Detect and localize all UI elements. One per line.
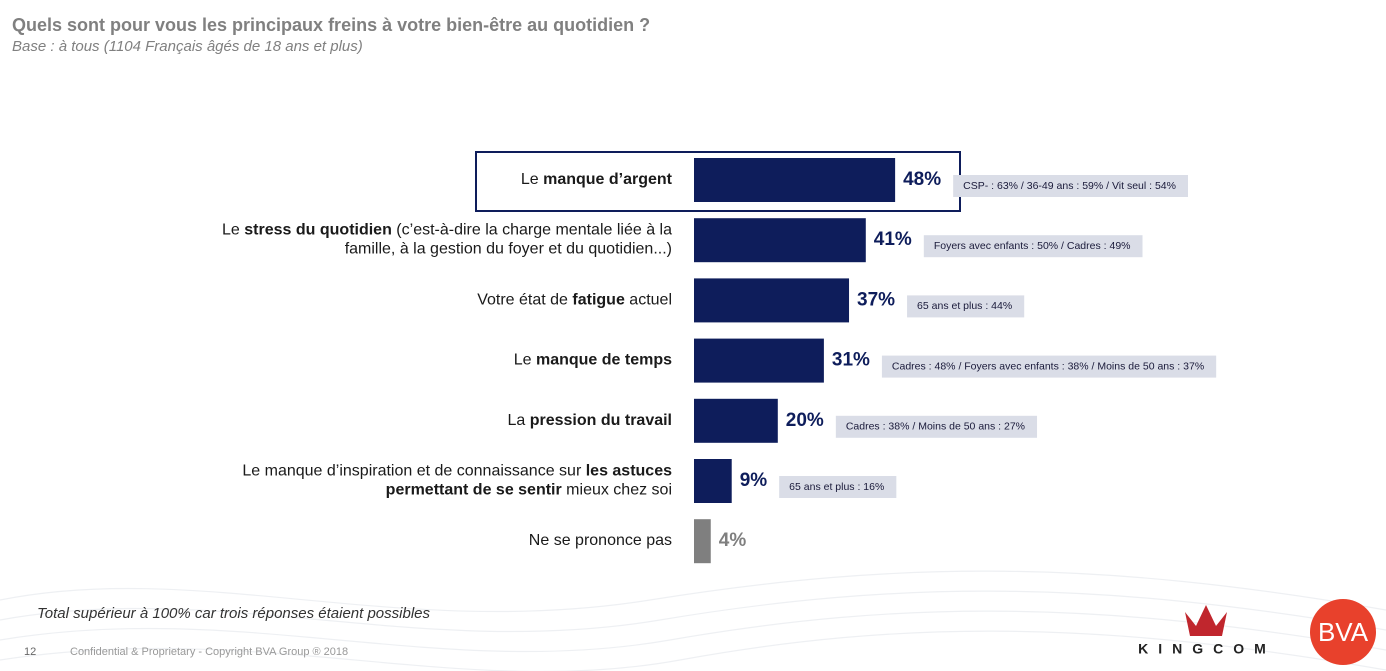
label-part: Le manque d’inspiration et de connaissan… <box>242 463 585 480</box>
annotation: 65 ans et plus : 44% <box>917 300 1012 312</box>
bar <box>694 278 850 323</box>
kingcom-text: KINGCOM <box>1138 641 1276 657</box>
annotation-box <box>881 355 1217 378</box>
label-part: Le <box>521 171 543 188</box>
annotation-box <box>779 476 897 498</box>
label-part: (c’est-à-dire la charge mentale liée à l… <box>392 222 672 239</box>
annotation: Cadres : 48% / Foyers avec enfants : 38%… <box>892 360 1204 372</box>
bar <box>694 218 866 263</box>
label-part: Le <box>514 352 536 369</box>
bar <box>694 459 732 503</box>
footnote: Total supérieur à 100% car trois réponse… <box>37 605 431 622</box>
category-label: Ne se prononce pas <box>529 532 672 549</box>
category-label: Votre état de fatigue actuel <box>477 292 672 309</box>
background-waves <box>0 570 1386 671</box>
value-label: 37% <box>857 289 895 310</box>
annotation-box <box>835 415 1038 438</box>
title: Quels sont pour vous les principaux frei… <box>12 15 650 35</box>
annotation-box <box>907 295 1025 318</box>
category-label: famille, à la gestion du foyer et du quo… <box>345 241 672 258</box>
label-part: permettant de se sentir <box>386 482 562 499</box>
value-label: 48% <box>903 169 941 190</box>
bva-logo: BVA <box>1310 599 1376 665</box>
kingcom-logo: KINGCOM <box>1138 605 1276 657</box>
page-number: 12 <box>24 646 36 658</box>
label-part: famille, à la gestion du foyer et du quo… <box>345 241 672 258</box>
category-label: Le manque d’argent <box>521 171 673 188</box>
value-label: 31% <box>832 350 870 371</box>
category-label: Le stress du quotidien (c’est-à-dire la … <box>222 222 672 239</box>
bar <box>694 398 778 443</box>
value-label: 4% <box>719 530 747 551</box>
annotation: Foyers avec enfants : 50% / Cadres : 49% <box>934 240 1131 252</box>
label-part: mieux chez soi <box>562 482 672 499</box>
annotation: 65 ans et plus : 16% <box>789 481 884 493</box>
label-part: manque de temps <box>536 352 672 369</box>
annotation: Cadres : 38% / Moins de 50 ans : 27% <box>846 421 1025 433</box>
bar <box>694 338 824 383</box>
label-part: Ne se prononce pas <box>529 532 672 549</box>
bva-text: BVA <box>1318 617 1369 647</box>
annotation-box <box>923 235 1143 258</box>
bar <box>694 519 711 564</box>
subtitle: Base : à tous (1104 Français âgés de 18 … <box>12 38 363 55</box>
label-part: les astuces <box>586 463 672 480</box>
category-label: La pression du travail <box>507 412 672 429</box>
category-label: Le manque d’inspiration et de connaissan… <box>242 463 672 480</box>
label-part: fatigue <box>572 292 625 309</box>
value-label: 41% <box>874 229 912 250</box>
label-part: Votre état de <box>477 292 572 309</box>
label-part: pression du travail <box>530 412 672 429</box>
annotation-box <box>953 175 1188 197</box>
label-part: Le <box>222 222 244 239</box>
label-part: stress du quotidien <box>244 222 392 239</box>
label-part: actuel <box>625 292 672 309</box>
value-label: 20% <box>786 410 824 431</box>
label-part: La <box>507 412 529 429</box>
category-label: Le manque de temps <box>514 352 672 369</box>
bar <box>694 158 896 202</box>
value-label: 9% <box>740 470 768 491</box>
annotation: CSP- : 63% / 36-49 ans : 59% / Vit seul … <box>963 180 1176 192</box>
category-label: permettant de se sentir mieux chez soi <box>386 482 672 499</box>
label-part: manque d’argent <box>543 171 673 188</box>
copyright: Confidential & Proprietary - Copyright B… <box>70 646 348 658</box>
